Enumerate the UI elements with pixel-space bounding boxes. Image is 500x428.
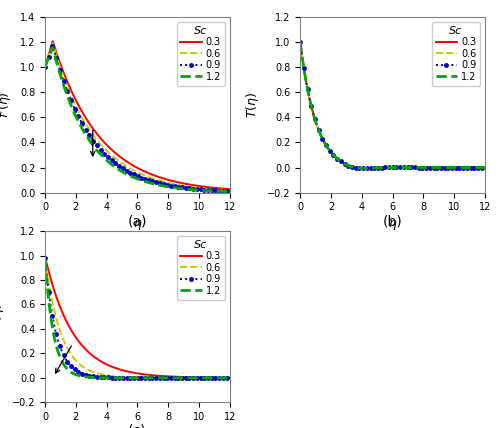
Legend: 0.3, 0.6, 0.9, 1.2: 0.3, 0.6, 0.9, 1.2	[432, 22, 480, 86]
Text: (c): (c)	[128, 424, 146, 428]
Text: (a): (a)	[128, 215, 147, 229]
Text: (b): (b)	[382, 215, 402, 229]
Legend: 0.3, 0.6, 0.9, 1.2: 0.3, 0.6, 0.9, 1.2	[176, 22, 225, 86]
Legend: 0.3, 0.6, 0.9, 1.2: 0.3, 0.6, 0.9, 1.2	[176, 236, 225, 300]
Y-axis label: $C(\eta)$: $C(\eta)$	[0, 303, 6, 330]
Y-axis label: $f'(\eta)$: $f'(\eta)$	[0, 92, 14, 118]
X-axis label: $\eta$: $\eta$	[132, 218, 142, 232]
Y-axis label: $T(\eta)$: $T(\eta)$	[244, 92, 262, 118]
X-axis label: $\eta$: $\eta$	[388, 218, 398, 232]
